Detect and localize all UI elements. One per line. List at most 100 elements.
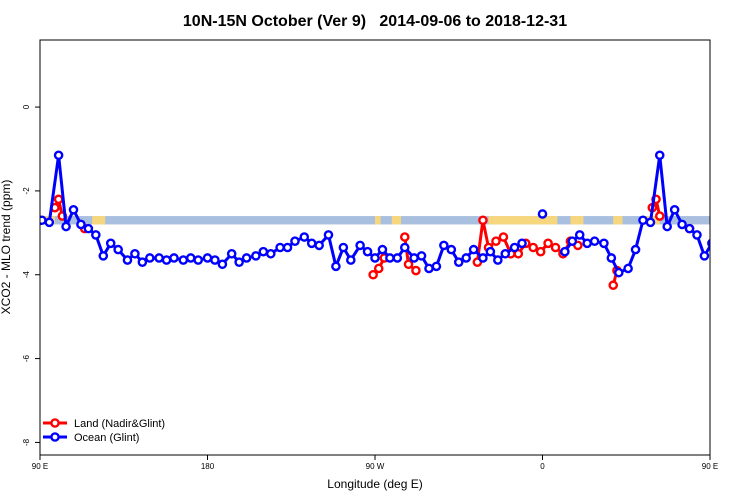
series-layer (40, 150, 739, 291)
data-point (306, 238, 317, 249)
data-point (732, 250, 739, 257)
data-point (76, 219, 86, 230)
data-point (40, 215, 47, 226)
data-point (669, 204, 680, 215)
data-point (692, 230, 702, 240)
data-point (416, 251, 427, 261)
data-point (654, 211, 665, 221)
land-band (391, 216, 402, 225)
data-point (491, 236, 501, 247)
data-point (202, 253, 213, 263)
data-point (185, 253, 196, 263)
data-point (662, 221, 672, 232)
land-band (488, 216, 558, 225)
data-point (725, 256, 732, 263)
data-point (346, 255, 356, 265)
data-point (217, 259, 228, 270)
data-point (498, 232, 509, 242)
data-point (500, 248, 511, 259)
data-point (630, 244, 641, 255)
data-point (241, 253, 252, 263)
data-point (684, 223, 695, 234)
data-point (439, 240, 449, 251)
data-point (323, 230, 334, 240)
data-point (461, 253, 471, 263)
x-axis-label: Longitude (deg E) (327, 477, 422, 491)
data-point (154, 253, 164, 263)
data-point (478, 215, 488, 226)
data-point (608, 280, 619, 291)
data-point (169, 253, 179, 263)
data-point (290, 236, 300, 247)
legend-marker (50, 418, 60, 428)
legend-label: Land (Nadir&Glint) (74, 418, 165, 430)
data-point (314, 240, 324, 251)
data-point (265, 248, 276, 259)
data-point (468, 244, 479, 255)
series-ocean (40, 150, 739, 278)
data-point (331, 261, 341, 272)
legend-item: Ocean (Glint) (43, 432, 139, 444)
data-point (362, 246, 373, 257)
data-point (567, 236, 578, 247)
land-band (570, 216, 584, 225)
data-point (275, 242, 285, 253)
y-tick-label: -2 (22, 187, 31, 195)
data-point (623, 263, 633, 274)
data-point (113, 244, 123, 255)
chart-title: 10N-15N October (Ver 9) 2014-09-06 to 20… (183, 13, 567, 30)
legend-marker (50, 432, 60, 442)
data-point (431, 261, 442, 272)
data-point (403, 259, 414, 270)
y-tick-label: -8 (22, 438, 31, 446)
data-point (493, 255, 503, 265)
data-point (707, 238, 710, 248)
x-tick-label: 180 (201, 462, 215, 471)
data-point (338, 242, 349, 253)
data-point (654, 150, 665, 161)
data-point (299, 232, 310, 242)
data-point (411, 265, 421, 276)
data-point (130, 248, 140, 259)
data-point (137, 257, 148, 267)
data-point (210, 255, 220, 265)
data-point (377, 244, 388, 255)
data-point (61, 221, 71, 232)
data-point (392, 253, 403, 263)
y-tick-label: -4 (22, 271, 31, 279)
data-point (677, 219, 687, 230)
data-point (528, 242, 538, 253)
data-point (716, 246, 723, 253)
data-point (537, 209, 548, 219)
data-point (193, 255, 203, 265)
data-point (251, 251, 261, 261)
data-point (370, 253, 380, 263)
data-point (161, 255, 172, 265)
data-point (44, 217, 55, 228)
y-tick-label: -6 (22, 354, 31, 362)
data-point (446, 244, 457, 255)
x-tick-label: 90 E (32, 462, 48, 471)
data-point (535, 246, 546, 257)
data-point (614, 267, 624, 278)
data-point (91, 230, 101, 240)
data-point (68, 204, 79, 215)
data-point (485, 246, 496, 257)
data-point (589, 236, 600, 247)
legend-label: Ocean (Glint) (74, 432, 139, 444)
data-point (574, 230, 585, 240)
data-point (178, 255, 189, 265)
data-point (399, 232, 410, 242)
data-point (385, 253, 395, 263)
legend-item: Land (Nadir&Glint) (43, 418, 165, 430)
data-point (53, 194, 64, 205)
data-point (478, 253, 488, 263)
data-point (98, 251, 109, 261)
data-point (599, 238, 609, 249)
land-band (375, 216, 381, 225)
plot-area-border (39, 39, 711, 456)
data-point (373, 263, 384, 274)
y-tick-label: 0 (22, 104, 31, 109)
land-band (92, 216, 106, 225)
data-point (355, 240, 365, 251)
